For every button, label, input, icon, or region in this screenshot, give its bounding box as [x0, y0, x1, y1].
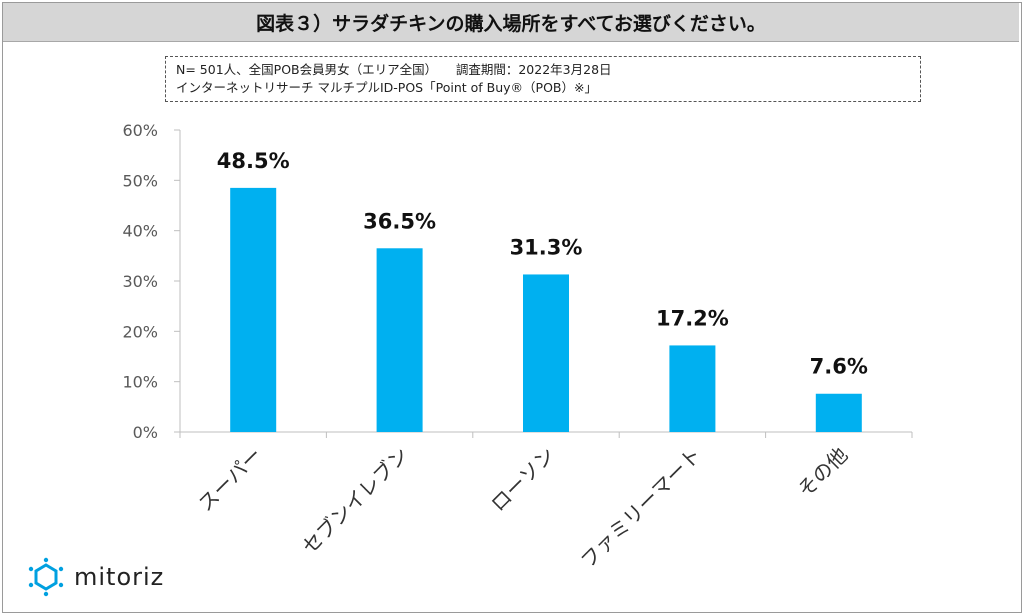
mitoriz-logo-mark-icon	[28, 557, 64, 597]
logo-text: mitoriz	[74, 563, 165, 591]
y-tick-label: 60%	[122, 121, 158, 140]
survey-note: N= 501人、全国POB会員男女（エリア全国） 調査期間：2022年3月28日…	[165, 56, 921, 102]
survey-note-line-2: インターネットリサーチ マルチプルID-POS「Point of Buy®（PO…	[176, 80, 597, 95]
data-label: 17.2%	[656, 306, 729, 330]
mitoriz-logo: mitoriz	[26, 557, 164, 597]
survey-note-line-1: N= 501人、全国POB会員男女（エリア全国） 調査期間：2022年3月28日	[176, 62, 612, 77]
y-tick-label: 30%	[122, 272, 158, 291]
data-label: 7.6%	[810, 355, 868, 379]
y-tick-label: 10%	[122, 373, 158, 392]
bar	[376, 248, 423, 432]
bar	[230, 187, 277, 432]
x-category-label: ローソン	[486, 443, 560, 517]
x-category-label: スーパー	[193, 443, 266, 516]
y-tick-label: 40%	[122, 222, 158, 241]
bar	[815, 393, 862, 432]
title-bar: 図表３）サラダチキンの購入場所をすべてお選びください。	[3, 3, 1019, 42]
data-label: 31.3%	[510, 235, 583, 259]
data-label: 48.5%	[217, 149, 290, 173]
y-tick-label: 50%	[122, 171, 158, 190]
x-category-label: セブンイレブン	[297, 443, 413, 559]
x-category-label: その他	[793, 443, 852, 502]
y-tick-label: 0%	[133, 423, 158, 442]
chart-title: 図表３）サラダチキンの購入場所をすべてお選びください。	[256, 12, 766, 35]
data-label: 36.5%	[363, 209, 436, 233]
x-category-label: ファミリーマート	[576, 443, 706, 573]
bar	[523, 274, 569, 432]
bar	[669, 345, 716, 432]
y-tick-label: 20%	[122, 322, 158, 341]
